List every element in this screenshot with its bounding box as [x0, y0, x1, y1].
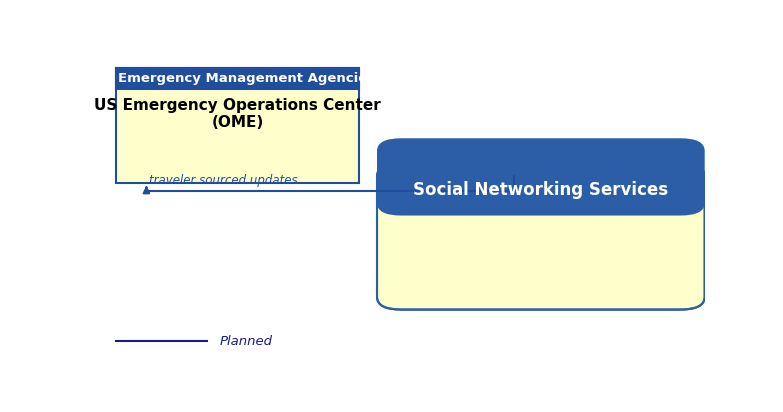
Text: Social Networking Services: Social Networking Services — [413, 180, 669, 199]
FancyBboxPatch shape — [116, 68, 359, 89]
FancyBboxPatch shape — [116, 68, 359, 183]
FancyBboxPatch shape — [377, 164, 705, 309]
Text: Planned: Planned — [219, 335, 272, 348]
Text: traveler sourced updates: traveler sourced updates — [150, 174, 298, 187]
Text: US Emergency Management Agencie...: US Emergency Management Agencie... — [92, 72, 382, 85]
FancyBboxPatch shape — [402, 188, 680, 203]
FancyBboxPatch shape — [377, 138, 705, 215]
Text: US Emergency Operations Center
(OME): US Emergency Operations Center (OME) — [94, 98, 381, 130]
